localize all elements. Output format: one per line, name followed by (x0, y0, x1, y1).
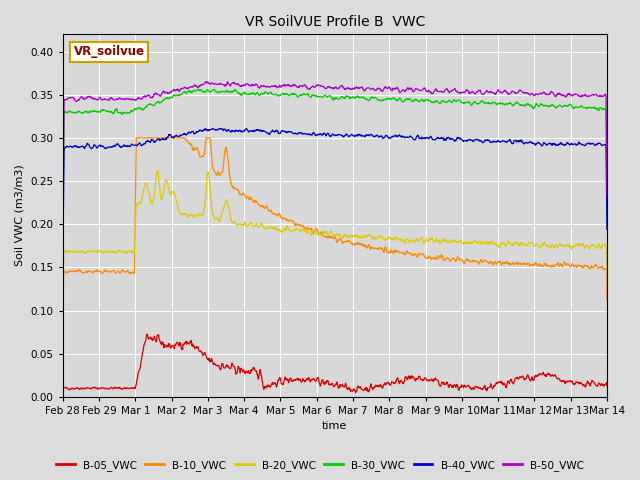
Line: B-30_VWC: B-30_VWC (63, 89, 607, 254)
B-50_VWC (603, 193, 611, 199)
B-20_VWC (243, 223, 250, 229)
B-50_VWC (131, 97, 139, 103)
B-10_VWC (59, 332, 67, 337)
B-40_VWC (603, 227, 611, 232)
B-30_VWC (243, 92, 250, 97)
B-05_VWC (59, 389, 67, 395)
B-40_VWC (150, 139, 158, 145)
Text: VR_soilvue: VR_soilvue (74, 45, 145, 58)
Y-axis label: Soil VWC (m3/m3): Soil VWC (m3/m3) (15, 165, 25, 266)
B-50_VWC (243, 81, 250, 86)
Line: B-50_VWC: B-50_VWC (63, 82, 607, 249)
B-05_VWC (151, 336, 159, 341)
B-20_VWC (603, 280, 611, 286)
B-20_VWC (131, 237, 139, 242)
B-05_VWC (131, 386, 139, 392)
X-axis label: time: time (322, 421, 348, 432)
B-50_VWC (59, 246, 67, 252)
B-50_VWC (202, 79, 210, 84)
B-05_VWC (351, 390, 359, 396)
B-50_VWC (150, 92, 158, 97)
B-40_VWC (295, 130, 303, 135)
B-30_VWC (194, 86, 202, 92)
B-20_VWC (150, 191, 158, 197)
B-30_VWC (346, 95, 353, 100)
B-40_VWC (131, 142, 139, 148)
B-50_VWC (356, 84, 364, 90)
B-50_VWC (346, 86, 353, 92)
B-10_VWC (603, 297, 611, 303)
B-05_VWC (143, 331, 151, 337)
B-30_VWC (59, 252, 67, 257)
B-40_VWC (59, 269, 67, 275)
B-40_VWC (346, 134, 353, 140)
B-05_VWC (243, 370, 250, 375)
B-30_VWC (131, 106, 139, 111)
B-10_VWC (132, 135, 140, 141)
B-20_VWC (346, 234, 353, 240)
B-20_VWC (295, 227, 303, 233)
Line: B-40_VWC: B-40_VWC (63, 129, 607, 272)
Line: B-05_VWC: B-05_VWC (63, 334, 607, 393)
Legend: B-05_VWC, B-10_VWC, B-20_VWC, B-30_VWC, B-40_VWC, B-50_VWC: B-05_VWC, B-10_VWC, B-20_VWC, B-30_VWC, … (52, 456, 588, 475)
B-30_VWC (603, 203, 611, 208)
B-05_VWC (603, 383, 611, 389)
B-10_VWC (131, 236, 139, 241)
B-05_VWC (357, 386, 365, 392)
B-10_VWC (346, 238, 353, 244)
B-10_VWC (295, 222, 303, 228)
B-30_VWC (356, 95, 364, 100)
B-10_VWC (356, 241, 364, 247)
Title: VR SoilVUE Profile B  VWC: VR SoilVUE Profile B VWC (244, 15, 425, 29)
B-20_VWC (154, 168, 161, 173)
B-40_VWC (217, 126, 225, 132)
B-40_VWC (356, 133, 364, 139)
B-30_VWC (150, 103, 158, 108)
B-40_VWC (243, 126, 250, 132)
Line: B-10_VWC: B-10_VWC (63, 138, 607, 335)
B-20_VWC (59, 322, 67, 327)
B-10_VWC (243, 195, 250, 201)
B-30_VWC (295, 93, 303, 98)
B-05_VWC (346, 385, 353, 391)
B-10_VWC (151, 135, 159, 141)
B-20_VWC (356, 233, 364, 239)
B-05_VWC (295, 377, 303, 383)
Line: B-20_VWC: B-20_VWC (63, 170, 607, 324)
B-50_VWC (295, 84, 303, 90)
